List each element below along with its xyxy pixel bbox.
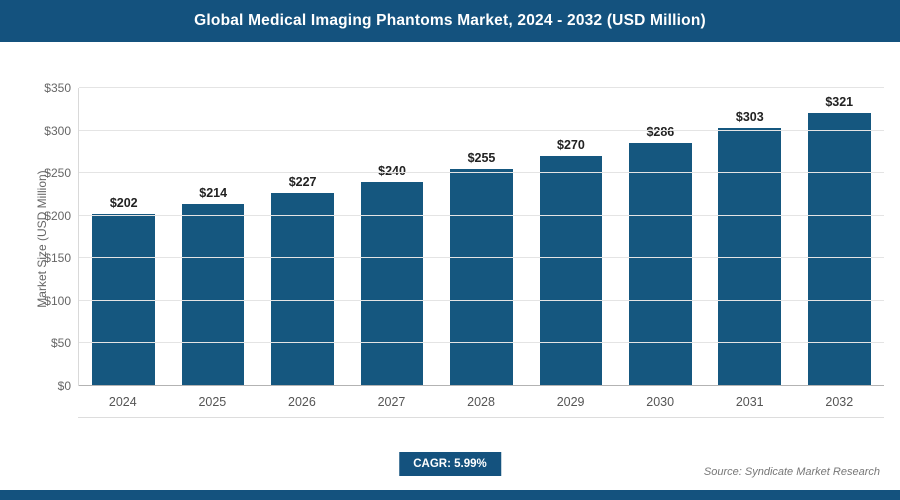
y-tick-label: $0 bbox=[57, 379, 71, 393]
bar-slot: $214 bbox=[168, 88, 257, 386]
y-tick-label: $100 bbox=[44, 293, 71, 308]
bar-2027 bbox=[360, 181, 424, 386]
gridline bbox=[79, 257, 884, 259]
gridline bbox=[79, 87, 884, 88]
chart-title: Global Medical Imaging Phantoms Market, … bbox=[194, 12, 706, 29]
x-axis-labels: 2024 2025 2026 2027 2028 2029 2030 2031 2032 bbox=[78, 386, 884, 418]
bar-2025 bbox=[181, 203, 245, 386]
bottom-accent-strip bbox=[0, 490, 900, 500]
bar-slot: $255 bbox=[437, 88, 526, 386]
gridline bbox=[79, 129, 884, 131]
x-axis-line bbox=[79, 385, 884, 386]
y-tick-label: $50 bbox=[50, 336, 71, 351]
bar-value-label: $214 bbox=[199, 185, 228, 200]
y-tick-label: $200 bbox=[44, 208, 71, 223]
cagr-badge: CAGR: 5.99% bbox=[399, 452, 501, 476]
bar-slot: $303 bbox=[705, 88, 794, 386]
bar-value-label: $270 bbox=[557, 138, 585, 153]
bar-value-label: $321 bbox=[825, 94, 854, 109]
bar-2030 bbox=[629, 142, 692, 386]
x-tick-label: 2028 bbox=[467, 395, 495, 409]
bar-value-label: $286 bbox=[646, 124, 675, 139]
x-tick-label: 2026 bbox=[288, 395, 316, 409]
y-tick-label: $250 bbox=[44, 166, 71, 181]
x-tick-label: 2031 bbox=[735, 395, 764, 409]
gridline bbox=[79, 214, 884, 216]
bar-2029 bbox=[539, 156, 603, 386]
bar-slot: $270 bbox=[526, 88, 615, 386]
bar-value-label: $255 bbox=[467, 150, 496, 165]
bar-2032 bbox=[807, 112, 871, 386]
bar-value-label: $227 bbox=[288, 174, 317, 189]
bar-2028 bbox=[450, 168, 513, 386]
x-tick-label: 2032 bbox=[825, 395, 854, 409]
bar-slot: $202 bbox=[79, 88, 168, 386]
bar-slot: $240 bbox=[347, 88, 436, 386]
bar-slot: $321 bbox=[795, 88, 884, 386]
x-tick-label: 2029 bbox=[556, 395, 585, 409]
bar-value-label: $240 bbox=[378, 163, 406, 178]
y-tick-label: $300 bbox=[44, 123, 71, 138]
y-tick-label: $350 bbox=[44, 81, 71, 95]
bar-value-label: $303 bbox=[735, 110, 764, 125]
x-tick-label: 2025 bbox=[198, 395, 227, 409]
x-tick-label: 2024 bbox=[108, 395, 137, 409]
gridline bbox=[79, 342, 884, 344]
gridline bbox=[79, 172, 884, 174]
plot-area: $202 $214 $227 $240 $255 $270 $286 $303 $321 $0 $… bbox=[44, 81, 884, 393]
bars-container: $202 $214 $227 $240 $255 $270 $286 $303 $321 bbox=[79, 88, 884, 386]
bar-slot: $286 bbox=[616, 88, 705, 386]
bar-slot: $227 bbox=[258, 88, 347, 386]
gridline bbox=[79, 299, 884, 301]
x-tick-label: 2027 bbox=[377, 395, 406, 409]
chart-title-bar: Global Medical Imaging Phantoms Market, … bbox=[0, 0, 900, 42]
x-tick-label: 2030 bbox=[646, 395, 675, 409]
source-attribution: Source: Syndicate Market Research bbox=[703, 466, 880, 478]
y-tick-label: $150 bbox=[44, 251, 71, 266]
bar-value-label: $202 bbox=[109, 196, 138, 211]
bar-2026 bbox=[271, 192, 334, 386]
